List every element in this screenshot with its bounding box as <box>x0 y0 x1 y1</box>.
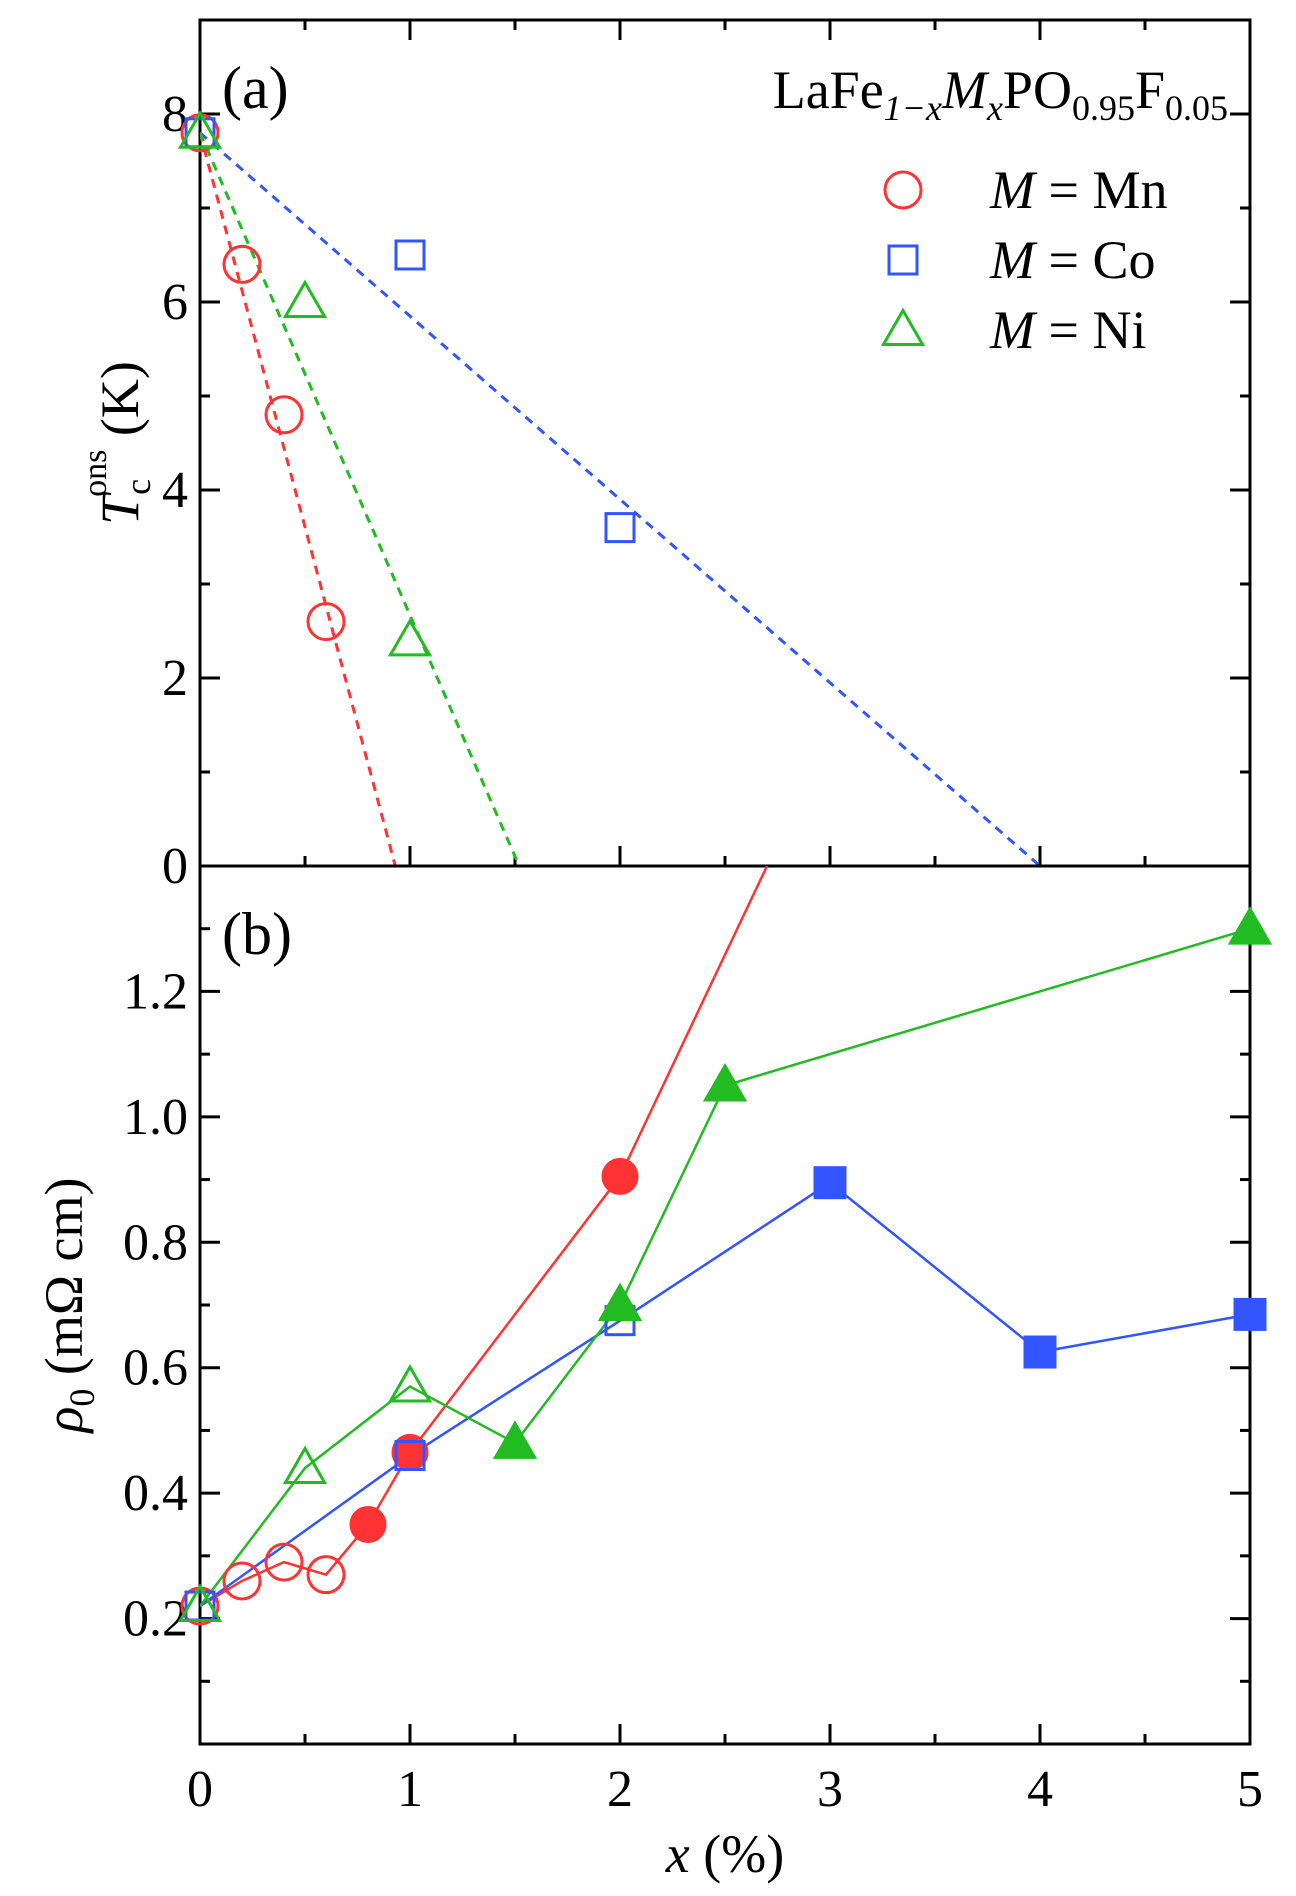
panel-a-ytick-label: 6 <box>162 274 188 331</box>
panel-a-frame <box>198 18 1252 868</box>
legend-label-mn: M = Mn <box>989 160 1167 220</box>
legend-marker-mn <box>883 170 923 210</box>
x-tick-label: 3 <box>817 1761 843 1818</box>
x-axis-title: x (%) <box>665 1824 784 1884</box>
fit-line-ni <box>200 132 521 866</box>
x-tick-label: 4 <box>1027 1761 1053 1818</box>
point-a-ni <box>282 279 328 318</box>
panel-b-ticks: 0.2 0.4 0.6 0.8 1.0 1.2 0 1 2 3 4 5 <box>123 927 1263 1818</box>
point-a-co <box>394 239 426 271</box>
x-tick-label: 2 <box>607 1761 633 1818</box>
line-ni <box>200 927 1250 1607</box>
point-b-ni <box>1227 906 1273 945</box>
panel-a-label: (a) <box>222 55 289 121</box>
x-tick-label: 1 <box>397 1761 423 1818</box>
point-b-ni <box>282 1445 328 1485</box>
panel-b-ytick-label: 1.2 <box>123 963 188 1020</box>
panel-b-ytick-label: 0.6 <box>123 1340 188 1397</box>
panel-a-fit-lines <box>200 131 1041 866</box>
panel-b: 0.20.40.60.81.01.20 1 2 3 4 5 (b) ρ0 (mΩ cm) … <box>34 864 1273 1884</box>
fit-line-co <box>200 131 1041 866</box>
panel-b-points <box>177 906 1273 1626</box>
fit-line-mn <box>200 132 397 866</box>
panel-a-points <box>177 110 636 657</box>
point-b-ni <box>387 1363 433 1403</box>
x-tick-label: 0 <box>187 1761 213 1818</box>
chart-a-title: LaFe1−xMxPO0.95F0.05 <box>773 60 1228 128</box>
panel-b-series-lines <box>200 866 1250 1608</box>
point-b-co <box>1023 1335 1057 1369</box>
point-b-ni <box>597 1282 643 1321</box>
point-a-mn <box>222 244 262 284</box>
panel-b-label: (b) <box>222 901 292 967</box>
legend-marker-co <box>887 244 919 276</box>
point-b-mn <box>349 1506 387 1543</box>
panel-b-ytick-label: 0.4 <box>123 1465 188 1522</box>
point-b-ni <box>492 1420 538 1459</box>
legend-label-co: M = Co <box>989 230 1155 290</box>
panel-b-ytick-label: 0.2 <box>123 1591 188 1648</box>
line-co <box>200 1181 1250 1608</box>
point-a-co <box>604 512 636 544</box>
point-b-co <box>394 1440 426 1472</box>
panel-a-ytick-label: 2 <box>162 650 188 707</box>
point-a-mn <box>306 602 346 642</box>
point-b-mn <box>264 1542 304 1582</box>
panel-b-ytick-label: 0.8 <box>123 1214 188 1271</box>
legend: M = Mn M = Co M = Ni <box>880 160 1167 360</box>
point-b-ni <box>177 1583 223 1622</box>
panel-a-ytick-label: 0 <box>162 838 188 895</box>
panel-b-frame <box>198 864 1252 1746</box>
legend-markers <box>880 170 926 346</box>
line-mn <box>200 866 769 1608</box>
panel-a: 0 2 4 6 8 (a) LaFe1−xMxPO0.95F0.05 M = Mn M … <box>77 18 1252 895</box>
x-tick-label: 5 <box>1237 1761 1263 1818</box>
point-a-ni <box>387 617 433 657</box>
point-b-mn <box>306 1555 346 1595</box>
panel-a-y-axis-title: Tcons (K) <box>77 361 158 525</box>
panel-a-ticks: 0 2 4 6 8 <box>162 20 1250 895</box>
panel-a-ytick-label: 4 <box>162 462 188 519</box>
panel-a-ytick-label: 8 <box>162 86 188 143</box>
point-b-mn <box>222 1561 262 1601</box>
point-b-co <box>1233 1297 1267 1331</box>
panel-b-y-axis-title: ρ0 (mΩ cm) <box>34 1178 102 1435</box>
panel-b-ytick-label: 1.0 <box>123 1089 188 1146</box>
legend-marker-ni <box>880 307 926 346</box>
point-a-ni <box>177 110 223 149</box>
point-a-mn <box>264 395 304 435</box>
legend-label-ni: M = Ni <box>989 300 1146 360</box>
point-b-mn <box>601 1157 639 1195</box>
point-b-co <box>813 1166 847 1200</box>
point-b-ni <box>702 1062 748 1102</box>
